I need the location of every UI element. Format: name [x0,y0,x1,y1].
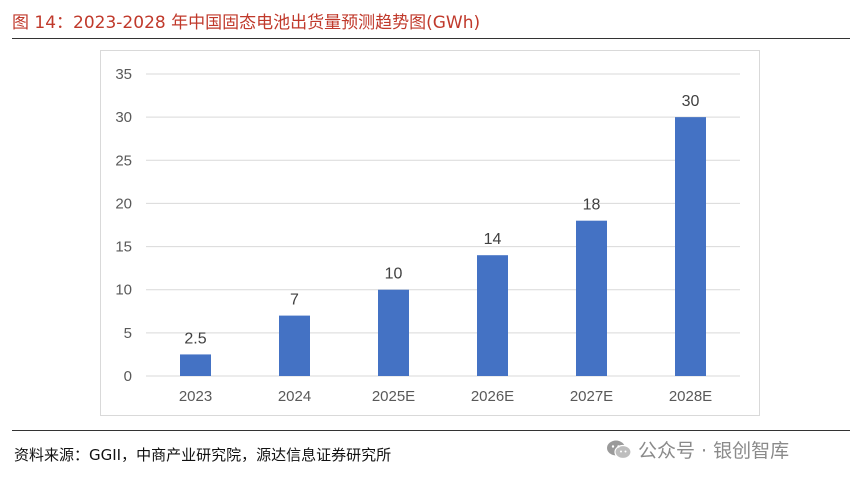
x-tick-label: 2026E [471,388,514,405]
y-tick-label: 25 [115,152,132,169]
data-label: 30 [682,93,700,110]
bar [576,220,607,376]
watermark-text: 公众号 · 银创智库 [638,440,790,462]
y-tick-label: 20 [115,195,132,212]
y-tick-label: 0 [124,368,132,385]
x-tick-label: 2027E [570,388,613,405]
x-tick-label: 2023 [179,388,212,405]
source-note: 资料来源：GGII，中商产业研究院，源达信息证券研究所 [14,446,392,464]
bar [675,117,706,377]
x-tick-label: 2028E [669,388,712,405]
data-label: 2.5 [184,330,206,347]
data-label: 7 [290,292,299,309]
wechat-icon [606,439,632,461]
bar [378,289,409,376]
y-tick-label: 15 [115,239,132,256]
y-tick-label: 35 [115,66,132,83]
x-tick-label: 2024 [278,388,311,405]
bar [477,255,508,376]
x-tick-label: 2025E [372,388,415,405]
data-label: 10 [385,266,403,283]
top-divider [12,38,850,39]
y-tick-label: 5 [124,325,132,342]
bottom-divider [12,430,850,431]
bar [180,354,211,376]
data-label: 18 [583,197,601,214]
bar-chart: 0 5 10 15 20 25 30 35 2.5 2023 7 2024 10 2025E 14 2026E… [115,66,740,405]
data-label: 14 [484,231,502,248]
bar [279,315,310,376]
y-tick-label: 10 [115,282,132,299]
y-tick-label: 30 [115,109,132,126]
watermark: 公众号 · 银创智库 [606,436,789,463]
figure-title: 图 14：2023-2028 年中国固态电池出货量预测趋势图(GWh) [12,13,481,33]
